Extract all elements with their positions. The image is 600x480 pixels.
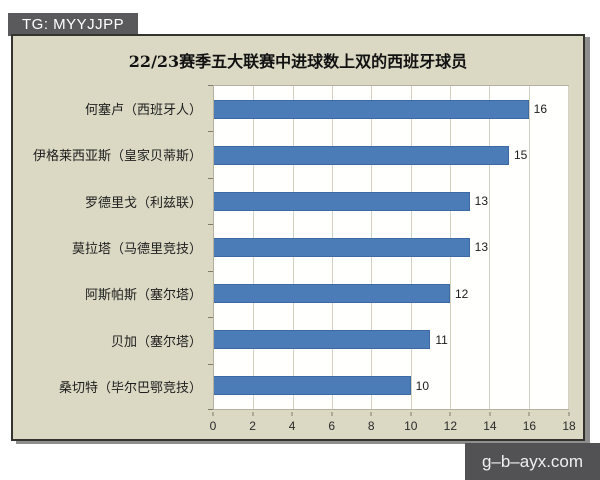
bar: [214, 145, 509, 165]
tg-badge: TG: MYYJJPP: [8, 13, 139, 36]
x-tick-label: 6: [328, 419, 335, 433]
bar: [214, 99, 529, 119]
category-label: 阿斯帕斯（塞尔塔）: [84, 288, 202, 304]
x-tick-label: 18: [562, 419, 576, 433]
bar-value-label: 13: [474, 194, 489, 209]
watermark-badge: g–b–ayx.com: [465, 443, 600, 480]
tg-badge-text: TG: MYYJJPP: [22, 16, 125, 33]
x-tick-label: 2: [249, 419, 256, 433]
bar-row: 10: [214, 363, 568, 409]
bar-row: 11: [214, 317, 568, 363]
x-tick-label: 10: [404, 419, 418, 433]
category-label: 何塞卢（西班牙人）: [84, 102, 202, 118]
bar-row: 15: [214, 132, 568, 178]
category-label: 莫拉塔（马德里竞技）: [71, 241, 202, 257]
bar-value-label: 12: [455, 286, 469, 301]
category-label: 伊格莱西亚斯（皇家贝蒂斯）: [32, 149, 202, 165]
bar-value-label: 10: [415, 378, 430, 393]
y-axis-ticks: [208, 85, 213, 410]
category-axis-labels: 何塞卢（西班牙人） 伊格莱西亚斯（皇家贝蒂斯） 罗德里戈（利兹联） 莫拉塔（马德…: [13, 85, 211, 410]
watermark-text: g–b–ayx.com: [481, 451, 584, 471]
x-tick-label: 14: [483, 419, 497, 433]
x-tick-label: 4: [288, 419, 296, 433]
category-label: 桑切特（毕尔巴鄂竞技）: [58, 381, 202, 397]
plot-area: 16 15 13 13 12: [213, 85, 569, 410]
x-axis: 0 2 4 6 8 10 12 14 16 18: [209, 412, 576, 438]
x-tick-label: 0: [209, 419, 217, 433]
bar: [214, 191, 470, 211]
category-label: 罗德里戈（利兹联）: [84, 195, 202, 211]
bar-value-label: 15: [514, 148, 528, 163]
bar: [214, 330, 431, 350]
bar-row: 13: [214, 178, 568, 224]
bar-value-label: 13: [474, 240, 489, 255]
x-tick-label: 16: [522, 419, 537, 433]
bar-value-label: 16: [533, 102, 548, 117]
bar-value-label: 11: [435, 332, 448, 347]
bar-row: 16: [214, 86, 568, 132]
bars: 16 15 13 13 12: [214, 86, 568, 409]
bar-row: 13: [214, 224, 568, 270]
chart-title: 22/23赛季五大联赛中进球数上双的西班牙球员: [128, 52, 468, 71]
x-tick-label: 8: [367, 419, 375, 433]
x-tick-label: 12: [443, 419, 458, 433]
bar: [214, 376, 411, 396]
category-label: 贝加（塞尔塔）: [110, 334, 202, 350]
bar-row: 12: [214, 271, 568, 317]
chart-frame: 22/23赛季五大联赛中进球数上双的西班牙球员 何塞卢（西班牙人） 伊格莱西亚斯…: [11, 34, 585, 441]
bar: [214, 284, 450, 304]
bar: [214, 237, 470, 257]
